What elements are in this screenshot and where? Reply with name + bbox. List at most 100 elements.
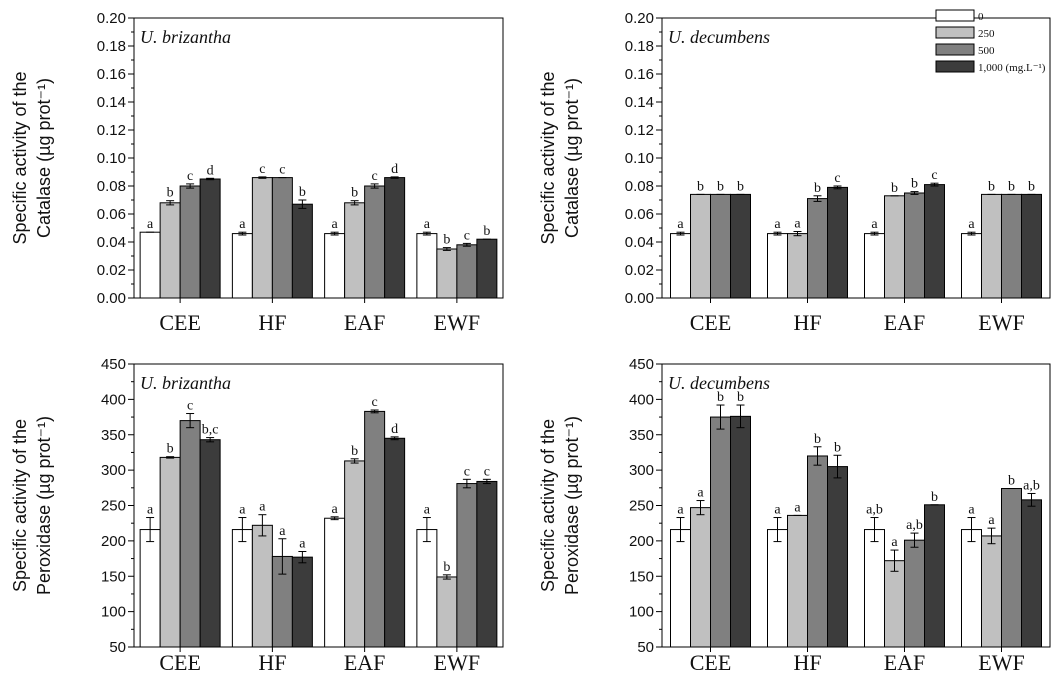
bar — [384, 177, 406, 299]
significance-letter: a — [424, 217, 431, 232]
bar — [924, 504, 945, 648]
bar — [291, 556, 313, 648]
y-tick-label: 0.10 — [625, 150, 654, 167]
y-tick-label: 250 — [629, 498, 654, 515]
y-tick-label: 0.08 — [97, 178, 126, 195]
significance-letter: a — [774, 503, 781, 518]
legend-swatch — [935, 26, 975, 39]
category-label: HF — [793, 310, 821, 335]
category-label: CEE — [690, 650, 732, 675]
species-label: U. brizantha — [140, 27, 231, 47]
y-tick-label: 150 — [101, 568, 126, 585]
y-tick-label: 350 — [101, 427, 126, 444]
bar — [416, 529, 438, 648]
y-tick-label: 0.20 — [97, 10, 126, 27]
bar — [456, 483, 478, 648]
panel-2: 0.00 0.02 0.04 0.06 0.08 0.10 0.12 0.14 0.16 0.18… — [538, 10, 1051, 335]
significance-letter: b — [717, 390, 724, 405]
bar — [961, 233, 982, 299]
bar — [690, 193, 711, 299]
y-tick-label: 0.16 — [625, 66, 654, 83]
significance-letter: b — [351, 186, 358, 201]
significance-letter: c — [464, 228, 470, 243]
panel-3: 50 100 150 200 250 300 350 400 450 Specific activ… — [10, 356, 504, 675]
species-label: U. brizantha — [140, 373, 231, 393]
significance-letter: b,c — [202, 423, 219, 438]
bar — [416, 233, 438, 299]
panel-1: 0.00 0.02 0.04 0.06 0.08 0.10 0.12 0.14 0.16 0.18… — [10, 10, 504, 335]
bar — [827, 466, 848, 648]
significance-letter: c — [372, 169, 378, 184]
significance-letter: d — [391, 162, 398, 177]
y-axis-label: Catalase (µg prot⁻¹) — [562, 78, 582, 238]
significance-letter: a — [239, 217, 246, 232]
category-label: EWF — [434, 650, 480, 675]
bar — [864, 233, 885, 299]
category-label: HF — [258, 650, 286, 675]
bar — [324, 233, 346, 299]
significance-letter: b — [814, 432, 821, 447]
bar — [364, 410, 386, 648]
y-axis-label: Catalase (µg prot⁻¹) — [34, 78, 54, 238]
significance-letter: a — [697, 486, 704, 501]
bar — [904, 539, 925, 648]
bar — [730, 415, 751, 648]
y-axis-label: Peroxidase (µg prot⁻¹) — [562, 416, 582, 595]
significance-letter: b — [737, 390, 744, 405]
significance-letter: a — [147, 503, 154, 518]
significance-letter: a — [794, 217, 801, 232]
legend-label: 250 — [978, 28, 995, 40]
bar — [436, 576, 458, 648]
significance-letter: c — [187, 169, 193, 184]
bar — [670, 233, 691, 299]
y-tick-label: 50 — [109, 639, 126, 656]
legend-swatch — [935, 9, 975, 22]
significance-letter: a — [988, 513, 995, 528]
category-label: CEE — [159, 310, 201, 335]
y-tick-label: 0.08 — [625, 178, 654, 195]
significance-letter: c — [187, 399, 193, 414]
significance-letter: a — [239, 503, 246, 518]
bar — [1001, 193, 1022, 299]
category-label: HF — [258, 310, 286, 335]
legend-swatch — [935, 43, 975, 56]
bar — [231, 233, 253, 299]
y-axis-label: Specific activity of the — [10, 71, 30, 244]
significance-letter: b — [1028, 179, 1035, 194]
significance-letter: b — [351, 444, 358, 459]
bar — [231, 529, 253, 648]
bar — [199, 178, 221, 299]
bar — [179, 185, 201, 299]
bar — [1021, 499, 1042, 648]
bar — [1021, 193, 1042, 299]
bar — [807, 455, 828, 648]
bar — [476, 238, 498, 299]
significance-letter: a — [677, 217, 684, 232]
significance-letter: b — [483, 224, 490, 239]
significance-letter: a — [259, 500, 266, 515]
bar — [827, 186, 848, 299]
y-tick-label: 0.12 — [625, 122, 654, 139]
y-tick-label: 0.14 — [625, 94, 654, 111]
legend: 0 250 500 1,000 (mg.L⁻¹) — [935, 9, 1046, 74]
y-tick-label: 0.16 — [97, 66, 126, 83]
y-tick-label: 0.02 — [625, 262, 654, 279]
significance-letter: b — [834, 440, 841, 455]
y-tick-label: 400 — [629, 391, 654, 408]
significance-letter: b — [443, 560, 450, 575]
significance-letter: c — [464, 464, 470, 479]
category-label: EAF — [344, 310, 386, 335]
significance-letter: d — [391, 422, 398, 437]
category-label: EWF — [978, 310, 1024, 335]
significance-letter: a — [891, 535, 898, 550]
significance-letter: b — [299, 185, 306, 200]
panel-4: 50 100 150 200 250 300 350 400 450 Specific activ… — [538, 356, 1051, 675]
category-label: CEE — [159, 650, 201, 675]
y-tick-label: 0.02 — [97, 262, 126, 279]
y-tick-label: 50 — [637, 639, 654, 656]
significance-letter: b — [737, 179, 744, 194]
bar — [710, 416, 731, 648]
bar — [199, 439, 221, 648]
significance-letter: a — [968, 503, 975, 518]
